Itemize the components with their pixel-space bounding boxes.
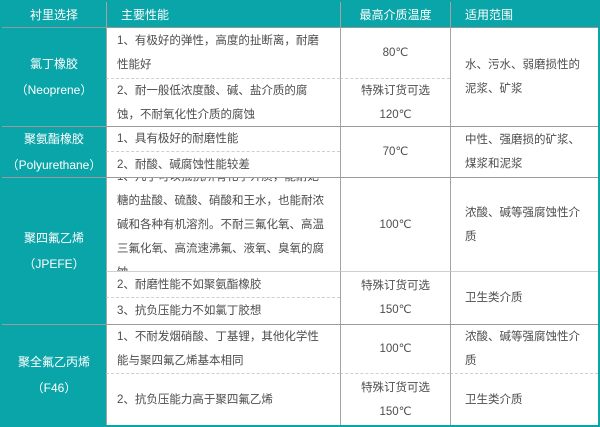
application-range-cell: 浓酸、碱等强腐蚀性介质 — [450, 324, 598, 373]
material-name: 氯丁橡胶 — [29, 57, 78, 71]
performance-cell: 1、几乎可以抵抗所有化学介质，能耐妃糖的盐酸、硫酸、硝酸和王水，也能耐浓碱和各种… — [106, 177, 340, 271]
special-order-note: 特殊订货可选 — [361, 381, 430, 394]
performance-text: 1、几乎可以抵抗所有化学介质，能耐妃糖的盐酸、硫酸、硝酸和王水，也能耐浓碱和各种… — [117, 178, 324, 271]
application-range-cell: 水、污水、弱磨损性的泥浆、矿浆 — [450, 28, 598, 126]
material-cell-polyurethane: 聚氨酯橡胶 （Polyurethane） — [2, 126, 106, 177]
temperature-cell: 80℃ — [340, 28, 450, 78]
performance-text: 3、抗负压能力不如氯丁胶想 — [117, 305, 262, 317]
performance-text: 1、有极好的弹性，高度的扯断离，耐磨性能好 — [117, 35, 319, 71]
col-header-lining-selection: 衬里选择 — [2, 2, 106, 28]
special-order-note: 特殊订货可选 — [361, 280, 430, 292]
application-range-cell: 卫生类介质 — [450, 271, 598, 324]
material-en-name: （F46） — [31, 381, 77, 395]
col-header-main-performance: 主要性能 — [106, 2, 340, 28]
material-en-name: （Polyurethane） — [6, 158, 102, 172]
performance-text: 2、抗负压能力高于聚四氟乙烯 — [117, 393, 273, 406]
performance-cell: 2、耐酸、碱腐蚀性能较差 — [106, 151, 340, 177]
temperature-value: 100℃ — [379, 218, 412, 231]
material-name: 聚四氟乙烯 — [23, 231, 84, 245]
performance-text: 1、具有极好的耐磨性能 — [117, 133, 239, 145]
performance-cell: 1、具有极好的耐磨性能 — [106, 126, 340, 151]
performance-text: 2、耐磨性能不如聚氨酯橡胶 — [117, 278, 262, 291]
application-range-text: 中性、强磨损的矿浆、煤浆和泥浆 — [465, 134, 580, 170]
performance-cell: 2、抗负压能力高于聚四氟乙烯 — [106, 373, 340, 425]
application-range-text: 水、污水、弱磨损性的泥浆、矿浆 — [465, 59, 580, 95]
temperature-value: 70℃ — [382, 146, 409, 158]
temperature-value: 150℃ — [379, 304, 412, 316]
temperature-cell: 70℃ — [340, 126, 450, 177]
performance-text: 2、耐一般低浓度酸、碱、盐介质的腐蚀，不耐氧化性介质的腐蚀 — [117, 84, 308, 121]
temperature-value: 80℃ — [382, 47, 409, 59]
temperature-value: 120℃ — [379, 108, 412, 121]
material-cell-ptfe: 聚四氟乙烯 （JPEFE） — [2, 177, 106, 324]
application-range-cell: 卫生类介质 — [450, 373, 598, 425]
temperature-value: 100℃ — [379, 343, 412, 355]
performance-text: 1、不耐发烟硝酸、丁基锂，其他化学性能与聚四氟乙烯基本相同 — [117, 331, 319, 367]
performance-cell: 3、抗负压能力不如氯丁胶想 — [106, 297, 340, 324]
performance-cell: 2、耐磨性能不如聚氨酯橡胶 — [106, 271, 340, 297]
material-name: 聚氨酯橡胶 — [23, 132, 84, 146]
temperature-value: 150℃ — [379, 405, 412, 418]
material-en-name: （JPEFE） — [23, 257, 85, 271]
special-order-note: 特殊订货可选 — [361, 84, 430, 97]
application-range-cell: 浓酸、碱等强腐蚀性介质 — [450, 177, 598, 271]
performance-cell: 2、耐一般低浓度酸、碱、盐介质的腐蚀，不耐氧化性介质的腐蚀 — [106, 78, 340, 126]
performance-cell: 1、不耐发烟硝酸、丁基锂，其他化学性能与聚四氟乙烯基本相同 — [106, 324, 340, 373]
material-name: 聚全氟乙丙烯 — [17, 355, 90, 369]
col-header-applicable-range: 适用范围 — [450, 2, 598, 28]
temperature-cell: 特殊订货可选 150℃ — [340, 373, 450, 425]
temperature-cell: 特殊订货可选 150℃ — [340, 271, 450, 324]
application-range-text: 浓酸、碱等强腐蚀性介质 — [465, 331, 580, 367]
application-range-text: 浓酸、碱等强腐蚀性介质 — [465, 206, 580, 243]
performance-cell: 1、有极好的弹性，高度的扯断离，耐磨性能好 — [106, 28, 340, 78]
temperature-cell: 100℃ — [340, 177, 450, 271]
application-range-cell: 中性、强磨损的矿浆、煤浆和泥浆 — [450, 126, 598, 177]
application-range-text: 卫生类介质 — [465, 292, 523, 304]
material-cell-neoprene: 氯丁橡胶 （Neoprene） — [2, 28, 106, 126]
application-range-text: 卫生类介质 — [465, 393, 523, 406]
temperature-cell: 特殊订货可选 120℃ — [340, 78, 450, 126]
temperature-cell: 100℃ — [340, 324, 450, 373]
col-header-max-medium-temperature: 最高介质温度 — [340, 2, 450, 28]
performance-text: 2、耐酸、碱腐蚀性能较差 — [117, 158, 250, 171]
material-cell-f46: 聚全氟乙丙烯 （F46） — [2, 324, 106, 425]
material-en-name: （Neoprene） — [15, 83, 93, 97]
